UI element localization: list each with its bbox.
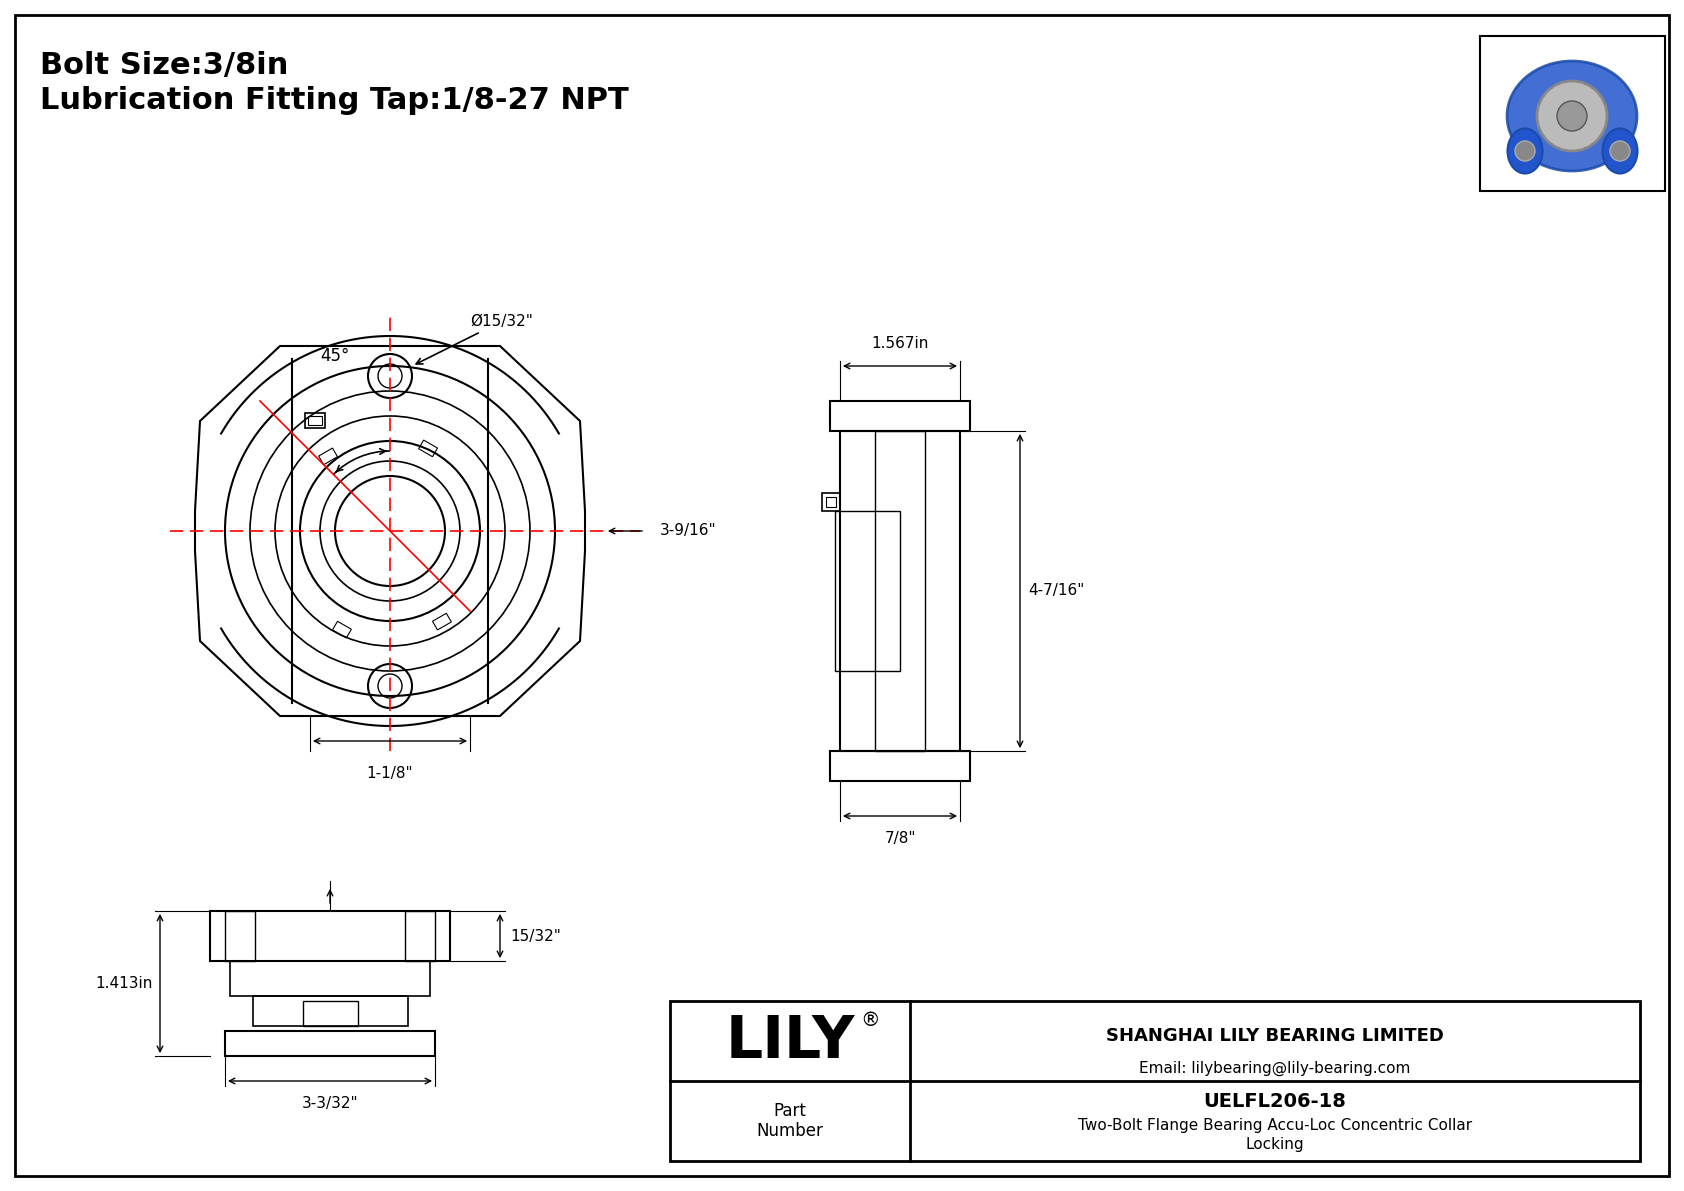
Bar: [303, 1000, 359, 1025]
Bar: [226, 1031, 434, 1056]
Bar: [876, 431, 925, 752]
Bar: [840, 431, 960, 752]
Ellipse shape: [1558, 101, 1586, 131]
Bar: [1480, 36, 1665, 191]
Text: 1.567in: 1.567in: [871, 336, 928, 351]
Bar: [318, 448, 337, 464]
Text: 3-9/16": 3-9/16": [660, 524, 717, 538]
Bar: [835, 511, 899, 671]
Text: UELFL206-18: UELFL206-18: [1204, 1092, 1347, 1111]
Ellipse shape: [1507, 61, 1637, 172]
Text: 1.413in: 1.413in: [94, 975, 152, 991]
Text: Locking: Locking: [1246, 1137, 1305, 1153]
Text: Ø15/32": Ø15/32": [416, 314, 532, 364]
Ellipse shape: [1603, 129, 1637, 174]
Ellipse shape: [1507, 129, 1543, 174]
Bar: [231, 961, 429, 996]
Text: 7/8": 7/8": [884, 831, 916, 846]
Text: Two-Bolt Flange Bearing Accu-Loc Concentric Collar: Two-Bolt Flange Bearing Accu-Loc Concent…: [1078, 1118, 1472, 1134]
Circle shape: [1516, 141, 1536, 161]
Bar: [433, 613, 451, 630]
Text: 1-1/8": 1-1/8": [367, 766, 413, 781]
Text: LILY: LILY: [726, 1012, 855, 1070]
Bar: [210, 911, 450, 961]
Bar: [822, 493, 840, 511]
Text: Email: lilybearing@lily-bearing.com: Email: lilybearing@lily-bearing.com: [1140, 1061, 1411, 1075]
Text: Bolt Size:3/8in: Bolt Size:3/8in: [40, 51, 288, 80]
Bar: [825, 497, 835, 507]
Bar: [419, 439, 438, 456]
Text: 3-3/32": 3-3/32": [301, 1096, 359, 1111]
Text: ®: ®: [861, 1011, 879, 1030]
Text: 4-7/16": 4-7/16": [1027, 584, 1084, 599]
Bar: [226, 911, 254, 961]
Text: 45°: 45°: [320, 347, 350, 364]
Bar: [332, 622, 352, 638]
Text: 15/32": 15/32": [510, 929, 561, 943]
Bar: [670, 1000, 1640, 1161]
Text: Lubrication Fitting Tap:1/8-27 NPT: Lubrication Fitting Tap:1/8-27 NPT: [40, 86, 628, 116]
Bar: [253, 996, 408, 1025]
Bar: [305, 413, 325, 428]
Bar: [830, 401, 970, 431]
Text: SHANGHAI LILY BEARING LIMITED: SHANGHAI LILY BEARING LIMITED: [1106, 1027, 1443, 1046]
Ellipse shape: [1537, 81, 1607, 151]
Bar: [830, 752, 970, 781]
Bar: [404, 911, 434, 961]
Text: Part
Number: Part Number: [756, 1102, 823, 1141]
Circle shape: [1610, 141, 1630, 161]
Bar: [308, 416, 322, 425]
